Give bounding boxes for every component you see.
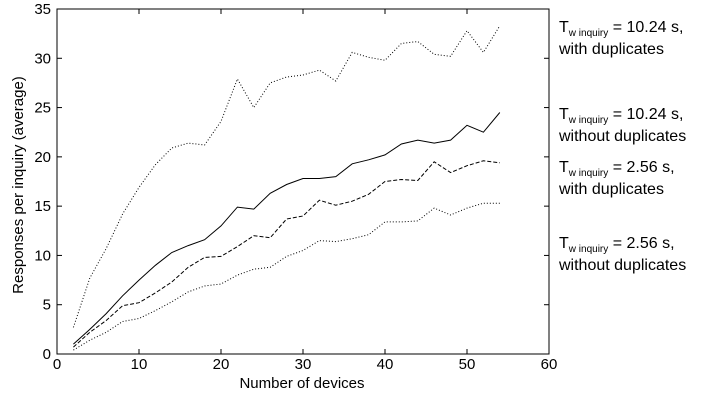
y-tick-label: 15 (34, 198, 51, 215)
x-tick-label: 30 (295, 356, 312, 373)
y-tick-label: 0 (43, 346, 51, 363)
plot-area (56, 8, 550, 355)
y-tick-label: 5 (43, 297, 51, 314)
x-axis-label: Number of devices (239, 375, 364, 392)
legend-entry-3-line2: with duplicates (558, 181, 664, 198)
y-tick-label: 30 (34, 50, 51, 67)
y-axis-label: Responses per inquiry (average) (10, 76, 27, 294)
series-line-4 (73, 202, 500, 351)
legend: Tw inquiry = 10.24 s, with duplicates Tw i… (558, 19, 686, 274)
series-layer (72, 25, 501, 351)
y-tick-label: 10 (34, 247, 51, 264)
x-tick-label: 0 (53, 356, 61, 373)
series-line-3 (73, 160, 500, 348)
legend-entry-2-line1: Tw inquiry = 10.24 s, (559, 106, 683, 126)
legend-entry-1-line2: with duplicates (558, 41, 664, 58)
x-tick-label: 60 (541, 356, 558, 373)
x-tick-label: 50 (459, 356, 476, 373)
legend-entry-4-line1: Tw inquiry = 2.56 s, (559, 235, 675, 255)
x-tick-label: 10 (131, 356, 148, 373)
x-axis: 0 10 20 30 40 50 60 (53, 9, 558, 373)
y-tick-label: 35 (34, 1, 51, 18)
legend-entry-3-line1: Tw inquiry = 2.56 s, (559, 159, 675, 179)
legend-entry-4-line2: without duplicates (558, 257, 686, 274)
y-tick-label: 25 (34, 100, 51, 117)
legend-entry-2-line2: without duplicates (558, 128, 686, 145)
plot-border (56, 8, 550, 355)
series-line-2 (73, 112, 501, 345)
x-tick-label: 20 (213, 356, 230, 373)
x-tick-label: 40 (377, 356, 394, 373)
y-tick-label: 20 (34, 149, 51, 166)
y-axis: 0 5 10 15 20 25 30 35 (34, 1, 549, 363)
legend-entry-1-line1: Tw inquiry = 10.24 s, (559, 19, 683, 39)
